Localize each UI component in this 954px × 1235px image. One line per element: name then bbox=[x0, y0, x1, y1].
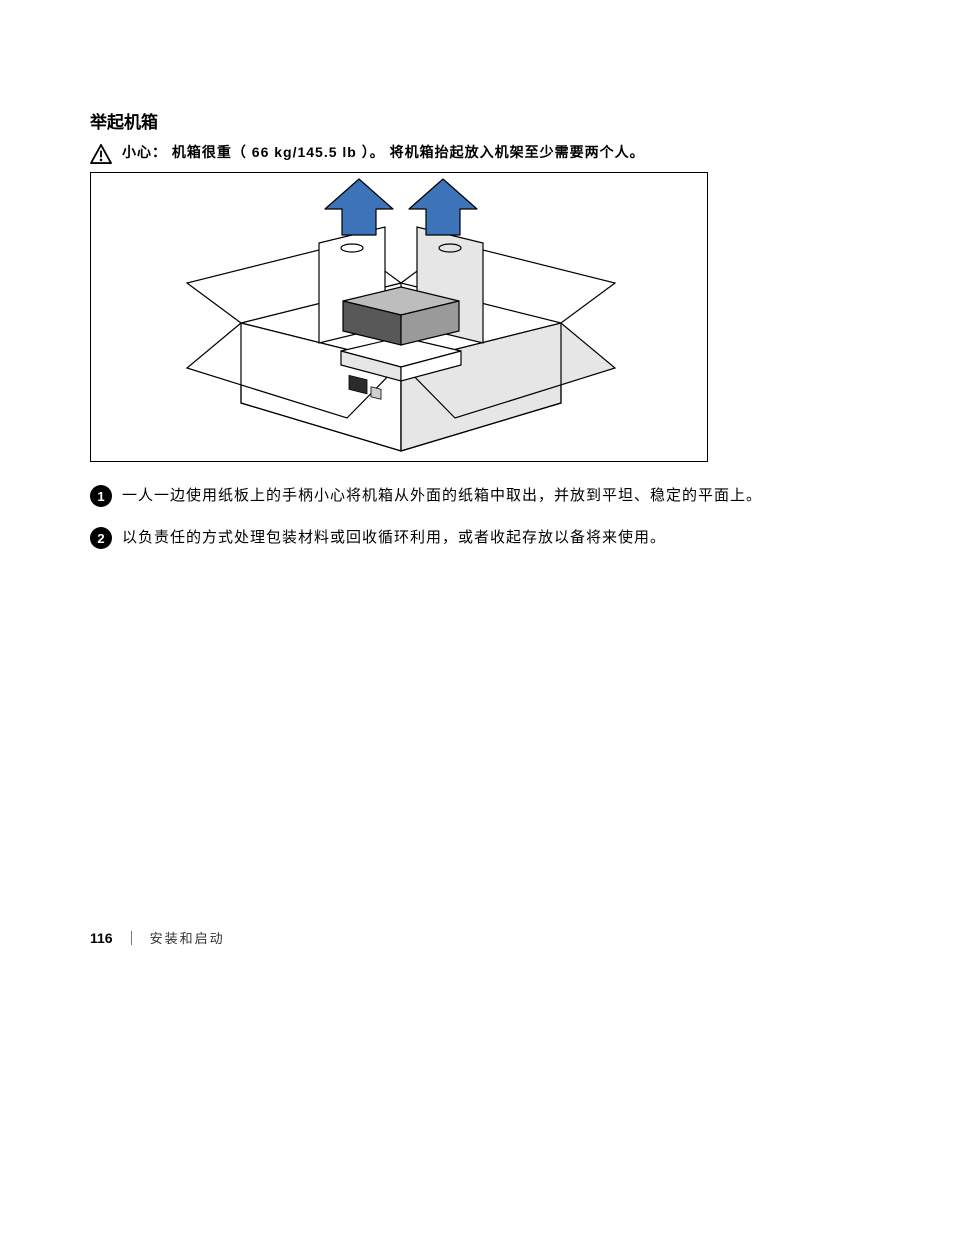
step-row: 1 一人一边使用纸板上的手柄小心将机箱从外面的纸箱中取出，并放到平坦、稳定的平面… bbox=[90, 484, 864, 508]
footer-separator bbox=[131, 931, 132, 945]
caution-block: 小心： 机箱很重（ 66 kg/145.5 lb ）。 将机箱抬起放入机架至少需… bbox=[90, 143, 864, 164]
step-text: 一人一边使用纸板上的手柄小心将机箱从外面的纸箱中取出，并放到平坦、稳定的平面上。 bbox=[122, 484, 762, 508]
page-footer: 116 安装和启动 bbox=[90, 928, 225, 947]
section-heading: 举起机箱 bbox=[90, 108, 864, 133]
step-number-badge: 2 bbox=[90, 527, 112, 549]
caution-text: 小心： 机箱很重（ 66 kg/145.5 lb ）。 将机箱抬起放入机架至少需… bbox=[122, 143, 645, 163]
page-number: 116 bbox=[90, 930, 113, 946]
figure bbox=[90, 172, 708, 462]
unpacking-diagram bbox=[91, 173, 708, 462]
footer-section-title: 安装和启动 bbox=[150, 928, 225, 947]
step-number-badge: 1 bbox=[90, 485, 112, 507]
page: 举起机箱 小心： 机箱很重（ 66 kg/145.5 lb ）。 将机箱抬起放入… bbox=[0, 0, 954, 1235]
warning-icon bbox=[90, 144, 112, 164]
caution-label: 小心： bbox=[122, 144, 167, 160]
steps-list: 1 一人一边使用纸板上的手柄小心将机箱从外面的纸箱中取出，并放到平坦、稳定的平面… bbox=[90, 484, 864, 550]
caution-body: 机箱很重（ 66 kg/145.5 lb ）。 将机箱抬起放入机架至少需要两个人… bbox=[172, 144, 645, 160]
step-text: 以负责任的方式处理包装材料或回收循环利用，或者收起存放以备将来使用。 bbox=[122, 526, 666, 550]
step-row: 2 以负责任的方式处理包装材料或回收循环利用，或者收起存放以备将来使用。 bbox=[90, 526, 864, 550]
